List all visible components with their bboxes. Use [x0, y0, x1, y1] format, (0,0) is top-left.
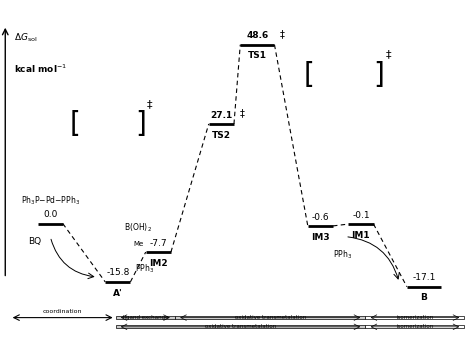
- Text: PPh$_3$: PPh$_3$: [333, 249, 353, 261]
- Text: TS1: TS1: [248, 52, 267, 61]
- Text: 27.1: 27.1: [210, 111, 232, 119]
- Text: TS2: TS2: [212, 130, 231, 140]
- Text: oxidative transmetalation: oxidative transmetalation: [235, 315, 306, 320]
- Text: 48.6: 48.6: [246, 31, 268, 40]
- Text: A': A': [113, 288, 123, 298]
- Text: IM2: IM2: [149, 259, 168, 268]
- Text: ligand exchange: ligand exchange: [122, 315, 168, 320]
- Text: PPh$_3$: PPh$_3$: [135, 262, 155, 275]
- Text: -17.1: -17.1: [412, 273, 436, 282]
- Text: Ph$_3$P$-$Pd$-$PPh$_3$: Ph$_3$P$-$Pd$-$PPh$_3$: [21, 195, 80, 207]
- Text: IM3: IM3: [311, 232, 330, 242]
- Text: ]: ]: [374, 61, 384, 89]
- Text: ‡: ‡: [147, 99, 153, 109]
- Text: $\Delta G_\mathrm{sol}$: $\Delta G_\mathrm{sol}$: [14, 32, 38, 44]
- Text: kcal mol$^{-1}$: kcal mol$^{-1}$: [14, 62, 67, 75]
- Text: isomerization: isomerization: [396, 315, 434, 320]
- Bar: [175, 316, 365, 319]
- Text: oxidative transmetalation: oxidative transmetalation: [205, 324, 276, 329]
- Text: -0.1: -0.1: [352, 211, 370, 220]
- Text: Me: Me: [133, 241, 143, 247]
- Text: IM1: IM1: [352, 231, 370, 240]
- Text: ‡: ‡: [386, 49, 391, 59]
- Bar: [116, 316, 175, 319]
- Text: -15.8: -15.8: [106, 268, 129, 277]
- Text: -0.6: -0.6: [311, 213, 329, 221]
- Text: B(OH)$_2$: B(OH)$_2$: [124, 222, 152, 235]
- Text: -7.7: -7.7: [149, 239, 167, 248]
- Bar: [116, 325, 365, 328]
- Bar: [365, 325, 465, 328]
- Text: ‡: ‡: [239, 108, 244, 118]
- Text: 0.0: 0.0: [43, 210, 57, 219]
- Text: B: B: [420, 293, 428, 302]
- Bar: [365, 316, 465, 319]
- Text: isomerization: isomerization: [396, 324, 434, 329]
- Text: ]: ]: [135, 110, 146, 138]
- Text: coordination: coordination: [43, 309, 82, 314]
- Text: ‡: ‡: [280, 29, 285, 39]
- Text: [: [: [70, 110, 81, 138]
- Text: [: [: [304, 61, 315, 89]
- Text: BQ: BQ: [28, 237, 41, 246]
